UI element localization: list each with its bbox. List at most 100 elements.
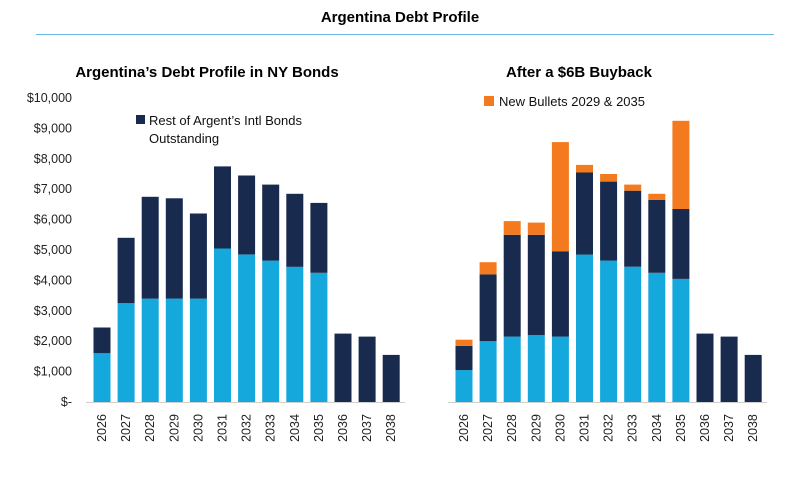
x-tick-label: 2037 bbox=[722, 414, 736, 442]
bar-segment bbox=[262, 184, 280, 261]
bar-segment bbox=[624, 266, 642, 402]
x-tick-label: 2026 bbox=[95, 414, 109, 442]
chart-title: After a $6B Buyback bbox=[506, 64, 653, 81]
bar-segment bbox=[141, 298, 159, 402]
y-tick-label: $7,000 bbox=[34, 182, 72, 196]
bar-segment bbox=[165, 198, 183, 299]
bar-segment bbox=[600, 260, 618, 402]
x-tick-label: 2033 bbox=[264, 414, 278, 442]
x-tick-label: 2038 bbox=[384, 414, 398, 442]
bar-segment bbox=[576, 254, 593, 402]
bar-segment bbox=[648, 199, 666, 273]
x-tick-label: 2035 bbox=[312, 414, 326, 442]
bar-segment bbox=[648, 193, 666, 200]
x-tick-label: 2033 bbox=[626, 414, 640, 442]
y-tick-label: $2,000 bbox=[34, 334, 72, 348]
bar-segment bbox=[744, 354, 762, 402]
bar-segment bbox=[503, 336, 521, 402]
bar-segment bbox=[165, 298, 183, 402]
legend-swatch bbox=[484, 96, 494, 106]
chart-title: Argentina’s Debt Profile in NY Bonds bbox=[75, 64, 338, 81]
x-tick-label: 2032 bbox=[602, 414, 616, 442]
bar-segment bbox=[672, 278, 690, 402]
bar-segment bbox=[455, 370, 473, 402]
x-tick-label: 2028 bbox=[143, 414, 157, 442]
x-tick-label: 2026 bbox=[457, 414, 471, 442]
bar-segment bbox=[238, 254, 256, 402]
bar-segment bbox=[624, 190, 642, 267]
bar-segment bbox=[576, 172, 593, 255]
bar-segment bbox=[382, 354, 400, 402]
bar-segment bbox=[455, 339, 473, 346]
x-tick-label: 2035 bbox=[674, 414, 688, 442]
x-tick-label: 2036 bbox=[698, 414, 712, 442]
bar-segment bbox=[551, 142, 569, 252]
x-tick-label: 2030 bbox=[191, 414, 205, 442]
bar-segment bbox=[648, 272, 666, 402]
bar-segment bbox=[214, 248, 231, 402]
bar-segment bbox=[117, 237, 135, 304]
bar-segment bbox=[527, 234, 545, 336]
legend-label: New Bullets 2029 & 2035 bbox=[499, 94, 645, 109]
bar-segment bbox=[672, 209, 690, 279]
bar-segment bbox=[117, 303, 135, 402]
bar-segment bbox=[479, 274, 497, 342]
bar-segment bbox=[310, 202, 328, 273]
bar-segment bbox=[527, 335, 545, 402]
bar-segment bbox=[600, 181, 618, 261]
bar-segment bbox=[262, 260, 280, 402]
bar-segment bbox=[503, 221, 521, 235]
bar-segment bbox=[479, 341, 497, 402]
x-tick-label: 2027 bbox=[481, 414, 495, 442]
bar-segment bbox=[334, 333, 352, 402]
x-tick-label: 2031 bbox=[578, 414, 592, 442]
x-tick-label: 2032 bbox=[240, 414, 254, 442]
page-title: Argentina Debt Profile bbox=[320, 9, 480, 26]
legend-label: Rest of Argent’s Intl Bonds bbox=[149, 113, 302, 128]
legend-label: Outstanding bbox=[149, 131, 219, 146]
x-tick-label: 2027 bbox=[119, 414, 133, 442]
y-tick-label: $5,000 bbox=[34, 243, 72, 257]
bar-segment bbox=[358, 336, 376, 402]
bar-segment bbox=[479, 262, 497, 275]
x-tick-label: 2028 bbox=[505, 414, 519, 442]
x-tick-label: 2034 bbox=[650, 414, 664, 442]
bar-segment bbox=[214, 166, 231, 249]
x-tick-label: 2030 bbox=[553, 414, 567, 442]
bar-segment bbox=[551, 251, 569, 337]
y-tick-label: $8,000 bbox=[34, 152, 72, 166]
x-tick-label: 2029 bbox=[167, 414, 181, 442]
bar-segment bbox=[286, 266, 304, 402]
y-tick-label: $10,000 bbox=[27, 91, 72, 105]
bar-segment bbox=[503, 234, 521, 337]
bar-segment bbox=[93, 327, 111, 354]
bar-segment bbox=[696, 333, 714, 402]
x-tick-label: 2029 bbox=[529, 414, 543, 442]
title-divider bbox=[36, 34, 774, 35]
bar-segment bbox=[189, 298, 207, 402]
bar-segment bbox=[576, 164, 593, 173]
bar-segment bbox=[238, 175, 256, 255]
x-tick-label: 2036 bbox=[336, 414, 350, 442]
bar-segment bbox=[189, 213, 207, 299]
bar-segment bbox=[551, 336, 569, 402]
bar-segment bbox=[672, 120, 690, 209]
bar-segment bbox=[527, 222, 545, 235]
x-tick-label: 2038 bbox=[746, 414, 760, 442]
y-tick-label: $6,000 bbox=[34, 213, 72, 227]
bar-segment bbox=[600, 174, 618, 182]
bar-segment bbox=[624, 184, 642, 191]
y-tick-label: $- bbox=[61, 395, 72, 409]
x-tick-label: 2031 bbox=[216, 414, 230, 442]
bar-segment bbox=[141, 196, 159, 299]
y-tick-label: $4,000 bbox=[34, 273, 72, 287]
bar-segment bbox=[310, 272, 328, 402]
legend-swatch bbox=[136, 115, 145, 124]
y-tick-label: $9,000 bbox=[34, 121, 72, 135]
bar-segment bbox=[720, 336, 738, 402]
bar-segment bbox=[455, 345, 473, 371]
bar-segment bbox=[286, 193, 304, 267]
x-tick-label: 2037 bbox=[360, 414, 374, 442]
